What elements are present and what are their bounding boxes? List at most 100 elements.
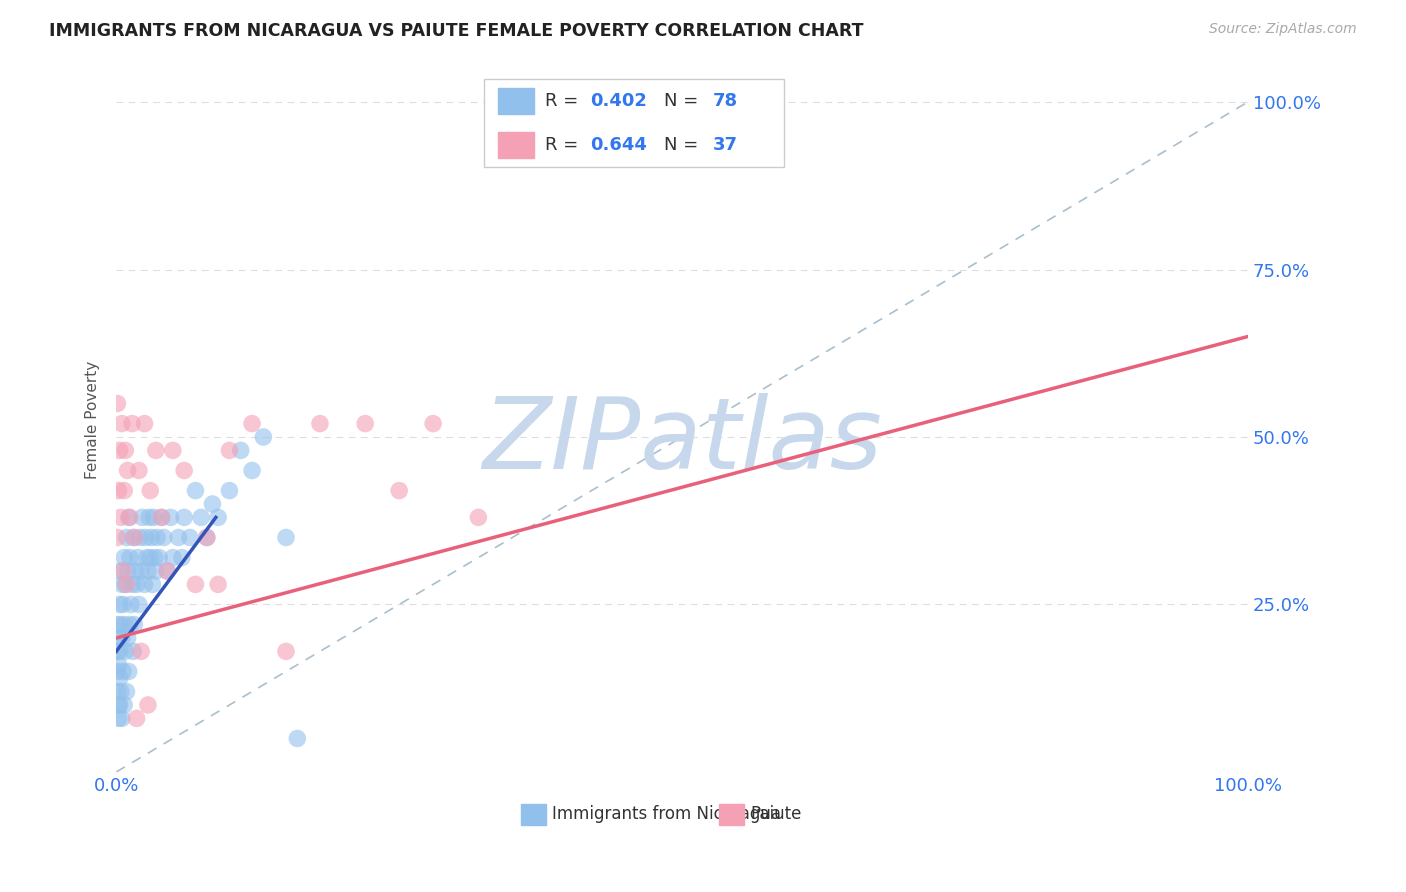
Point [136, 564, 159, 578]
Point [184, 483, 207, 498]
Point [124, 531, 146, 545]
Point [122, 531, 145, 545]
Point [134, 417, 156, 431]
Point [122, 644, 145, 658]
Text: N =: N = [664, 92, 704, 110]
Point [274, 644, 297, 658]
Point [422, 417, 444, 431]
Point [156, 564, 179, 578]
Point [129, 644, 152, 658]
Point [146, 531, 169, 545]
Point [150, 510, 173, 524]
Point [141, 531, 163, 545]
Point [240, 463, 263, 477]
Point [110, 510, 132, 524]
Text: R =: R = [546, 136, 583, 154]
Point [107, 665, 129, 679]
Point [114, 443, 136, 458]
Point [118, 665, 141, 679]
Point [274, 531, 297, 545]
Point [112, 564, 135, 578]
Point [124, 564, 146, 578]
Point [467, 510, 489, 524]
Point [114, 644, 136, 658]
Point [143, 550, 166, 565]
Point [190, 510, 212, 524]
Text: Source: ZipAtlas.com: Source: ZipAtlas.com [1209, 22, 1357, 37]
Text: 0.644: 0.644 [591, 136, 647, 154]
Point [139, 550, 162, 565]
Point [110, 617, 132, 632]
Point [111, 631, 134, 645]
Point [111, 711, 134, 725]
Point [115, 531, 138, 545]
Point [125, 711, 148, 725]
Point [139, 483, 162, 498]
Point [118, 617, 141, 632]
Point [218, 443, 240, 458]
Text: R =: R = [546, 92, 583, 110]
Point [388, 483, 411, 498]
Point [129, 564, 152, 578]
Point [141, 577, 163, 591]
Point [107, 698, 129, 712]
Point [252, 430, 274, 444]
Text: Paiute: Paiute [749, 805, 801, 823]
Point [124, 617, 146, 632]
Point [110, 564, 132, 578]
FancyBboxPatch shape [498, 132, 534, 159]
Point [135, 550, 157, 565]
Point [136, 698, 159, 712]
Point [107, 684, 129, 698]
Point [152, 531, 174, 545]
Point [118, 510, 141, 524]
Point [115, 577, 138, 591]
Point [115, 684, 138, 698]
FancyBboxPatch shape [522, 804, 547, 825]
Point [229, 443, 252, 458]
Point [128, 463, 150, 477]
Point [107, 711, 129, 725]
Point [107, 644, 129, 658]
Point [118, 510, 141, 524]
FancyBboxPatch shape [720, 804, 744, 825]
Text: Immigrants from Nicaragua: Immigrants from Nicaragua [553, 805, 780, 823]
Point [142, 510, 165, 524]
Point [112, 665, 135, 679]
Point [145, 564, 167, 578]
Point [195, 531, 218, 545]
Text: 78: 78 [713, 92, 738, 110]
Point [108, 698, 131, 712]
Text: ZIPatlas: ZIPatlas [482, 392, 882, 490]
Point [125, 577, 148, 591]
Point [120, 598, 142, 612]
FancyBboxPatch shape [484, 79, 785, 167]
Point [117, 564, 139, 578]
Point [285, 731, 308, 746]
Point [114, 577, 136, 591]
Point [112, 550, 135, 565]
Point [173, 463, 195, 477]
Point [118, 550, 141, 565]
Point [112, 617, 135, 632]
Point [145, 443, 167, 458]
Point [107, 617, 129, 632]
Point [309, 417, 332, 431]
Point [159, 510, 181, 524]
Point [112, 598, 135, 612]
Point [173, 510, 195, 524]
Point [162, 443, 184, 458]
Point [167, 531, 190, 545]
Point [135, 531, 157, 545]
Y-axis label: Female Poverty: Female Poverty [86, 361, 100, 479]
Point [111, 417, 134, 431]
Point [148, 550, 170, 565]
Point [110, 684, 132, 698]
Point [121, 417, 143, 431]
Text: N =: N = [664, 136, 704, 154]
Point [201, 497, 224, 511]
FancyBboxPatch shape [498, 87, 534, 114]
Point [108, 671, 131, 685]
Text: 0.402: 0.402 [591, 92, 647, 110]
Point [107, 483, 129, 498]
